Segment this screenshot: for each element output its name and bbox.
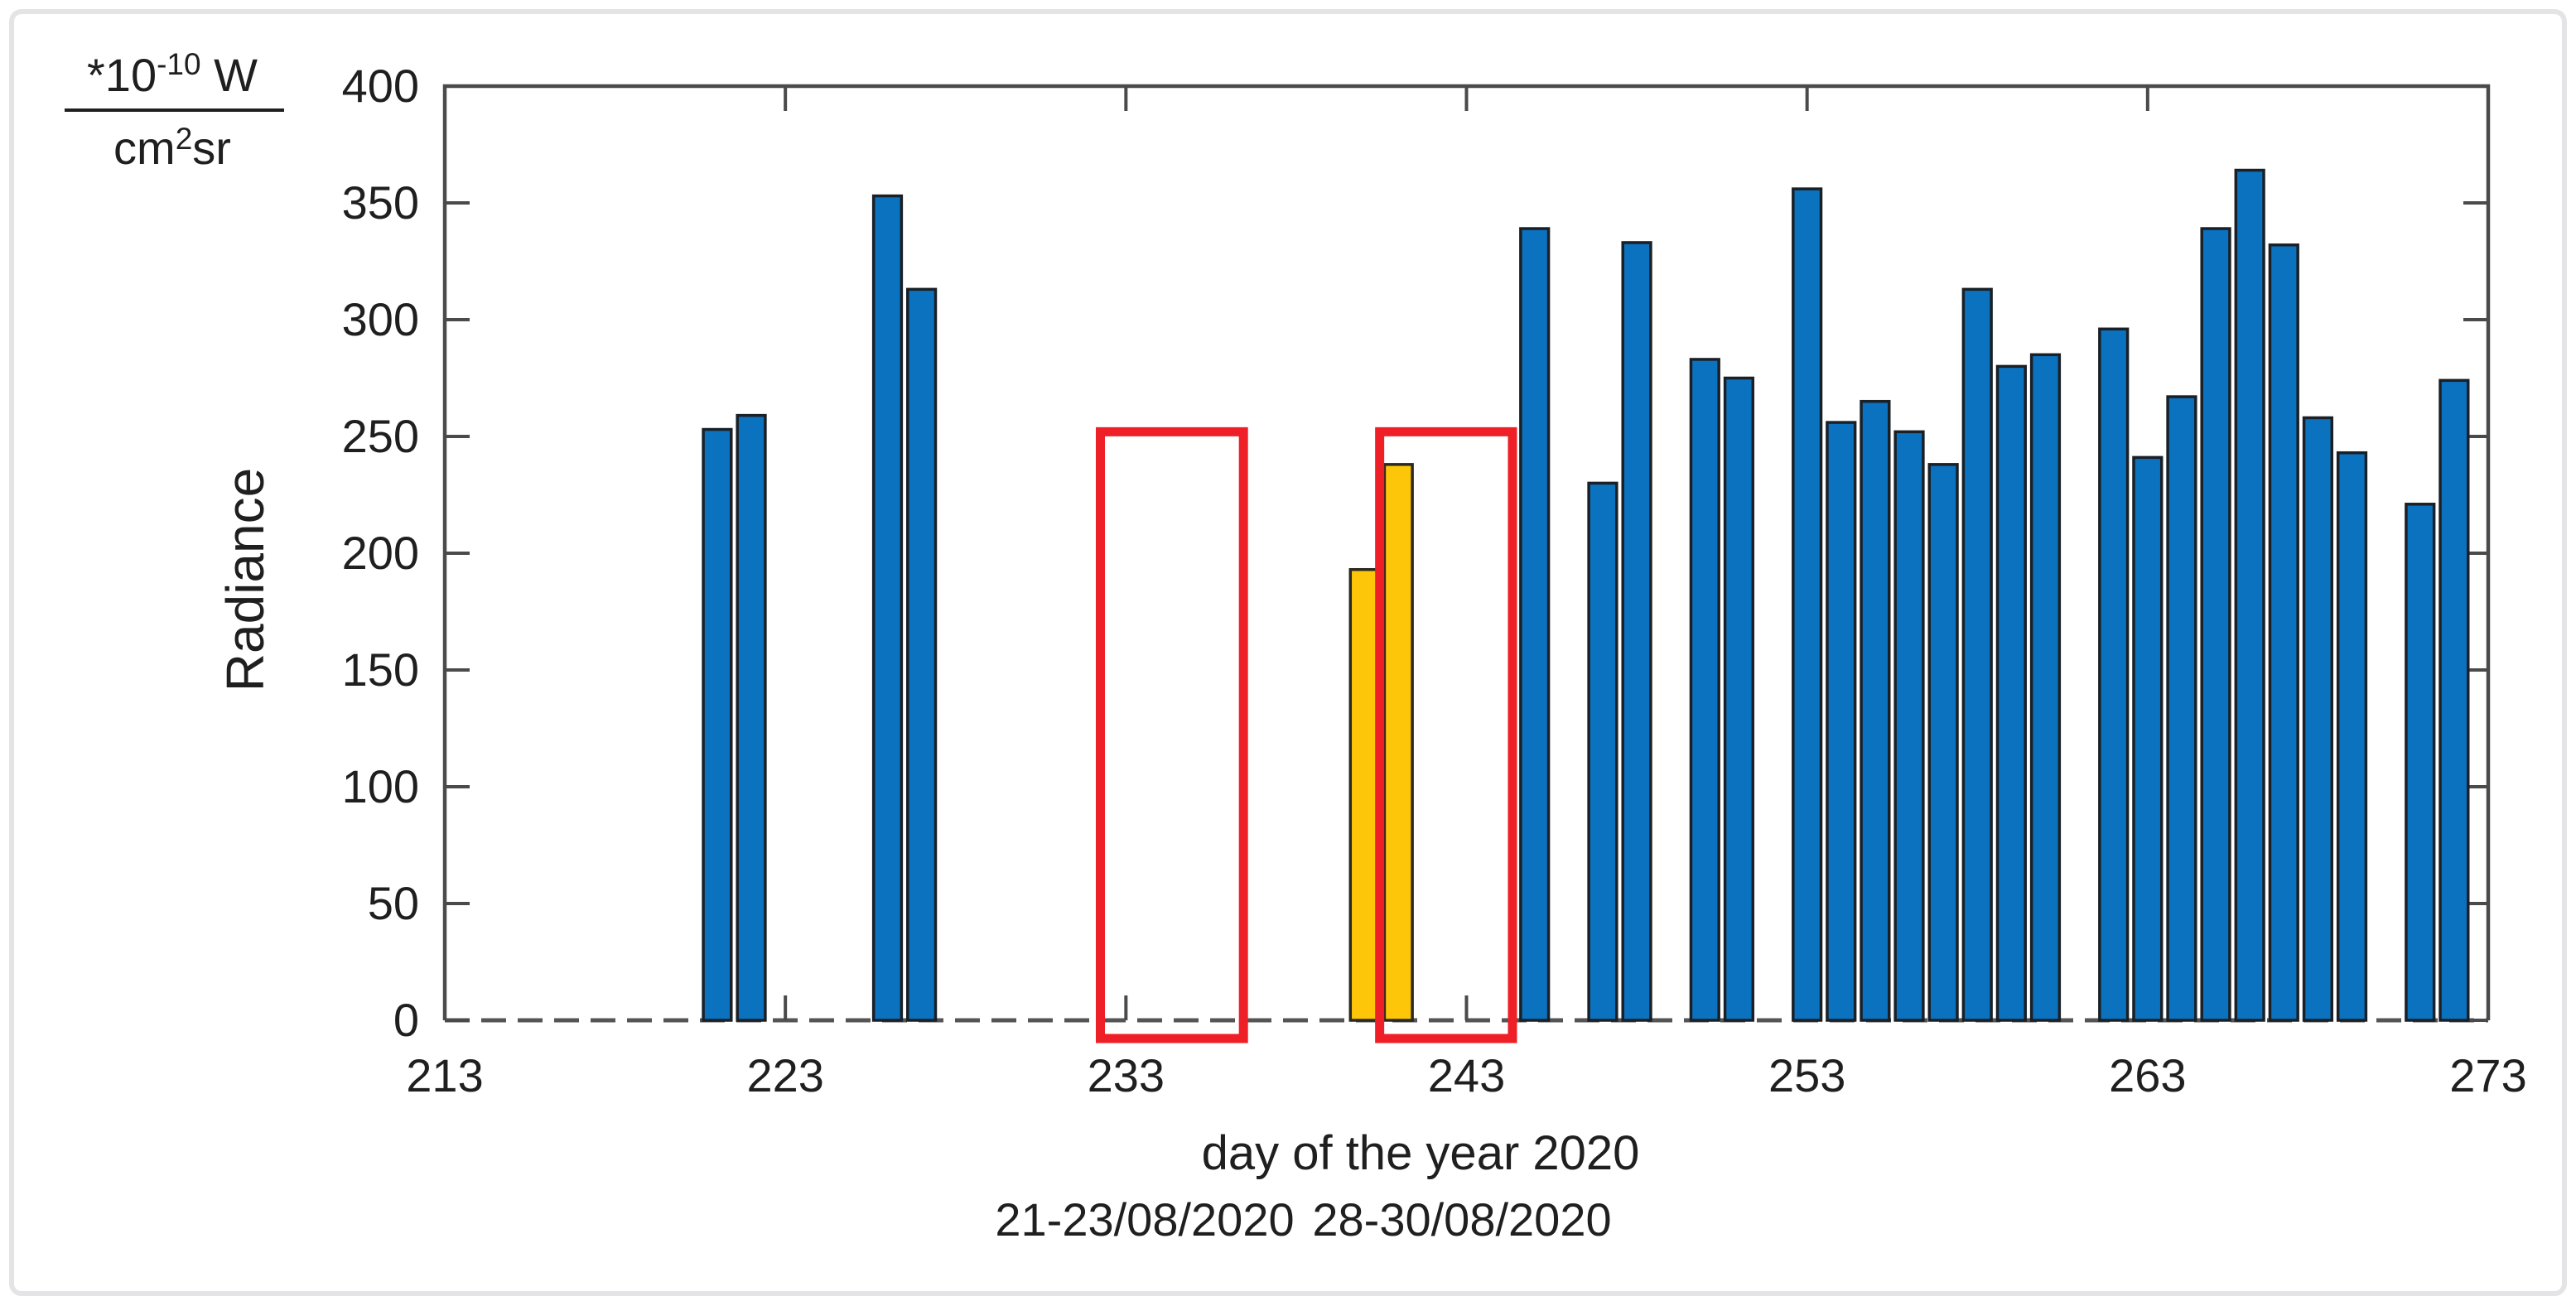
bars-layer <box>702 168 2470 1022</box>
y-tick-label-400: 400 <box>342 60 419 112</box>
bar-day-248 <box>1621 241 1652 1022</box>
bar-day-258 <box>1961 287 1993 1022</box>
bar-day-245 <box>1519 227 1551 1022</box>
bar-day-256 <box>1893 430 1925 1022</box>
bar-day-266 <box>2234 168 2265 1022</box>
highlight-rect-2 <box>1375 426 1517 1043</box>
y-tick-label-200: 200 <box>342 527 419 579</box>
bar-day-250 <box>1689 358 1720 1022</box>
bar-day-255 <box>1860 399 1891 1022</box>
highlight-bar-day-241 <box>1382 463 1414 1022</box>
bar-day-247 <box>1587 481 1618 1022</box>
y-tick-label-250: 250 <box>342 410 419 462</box>
y-tick-label-150: 150 <box>342 643 419 696</box>
bar-day-272 <box>2439 378 2470 1022</box>
unit-numerator: *10-10 W <box>87 47 258 101</box>
y-tick-label-0: 0 <box>393 994 419 1046</box>
unit-denominator: cm2sr <box>113 122 231 174</box>
x-axis-title: day of the year 2020 <box>1202 1126 1640 1180</box>
y-axis-unit: *10-10 W cm2sr <box>65 47 284 174</box>
bar-day-267 <box>2268 243 2299 1022</box>
annotation-dates-2: 28-30/08/2020 <box>1312 1193 1611 1246</box>
highlight-rects-layer <box>1095 426 1517 1043</box>
y-tick-label-50: 50 <box>368 877 419 929</box>
bar-day-257 <box>1927 463 1959 1022</box>
bar-day-269 <box>2336 451 2368 1022</box>
bar-day-265 <box>2200 227 2231 1022</box>
bar-day-260 <box>2029 353 2062 1022</box>
x-tick-label-233: 233 <box>1088 1049 1165 1101</box>
bar-day-263 <box>2132 455 2164 1022</box>
x-tick-label-213: 213 <box>406 1049 483 1101</box>
bar-day-259 <box>1995 364 2027 1022</box>
x-tick-label-223: 223 <box>746 1049 823 1101</box>
bar-day-254 <box>1826 421 1857 1022</box>
bar-day-253 <box>1792 187 1823 1022</box>
bar-day-227 <box>906 287 938 1022</box>
x-tick-label-243: 243 <box>1428 1049 1505 1101</box>
annotation-dates-1: 21-23/08/2020 <box>995 1193 1294 1246</box>
bar-day-262 <box>2098 327 2130 1022</box>
bar-day-221 <box>702 427 733 1022</box>
bar-day-226 <box>871 194 904 1022</box>
bar-day-268 <box>2302 416 2334 1022</box>
y-tick-label-300: 300 <box>342 293 419 345</box>
y-tick-label-350: 350 <box>342 176 419 229</box>
bar-day-251 <box>1723 376 1755 1022</box>
x-tick-label-273: 273 <box>2449 1049 2526 1101</box>
x-tick-label-253: 253 <box>1768 1049 1845 1101</box>
bar-day-271 <box>2405 503 2436 1022</box>
figure-border <box>9 9 2567 1296</box>
highlight-rect-1 <box>1095 426 1248 1043</box>
y-tick-label-100: 100 <box>342 760 419 812</box>
bar-day-264 <box>2166 395 2197 1022</box>
tick-labels-layer: 213 223 233 243 253 263 273 0 50 100 150 200 250 300 3… <box>342 60 2527 1101</box>
y-axis-title: Radiance <box>215 468 275 692</box>
highlight-bar-day-240 <box>1348 567 1380 1022</box>
x-tick-label-263: 263 <box>2109 1049 2186 1101</box>
bar-day-222 <box>736 413 767 1022</box>
